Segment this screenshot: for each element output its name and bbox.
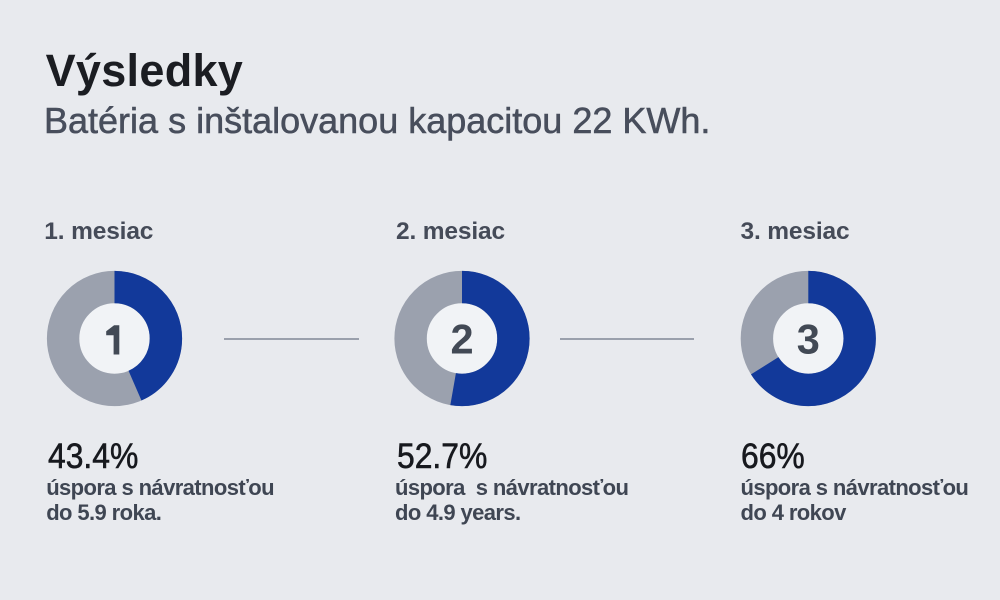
svg-text:2: 2 [450,315,473,362]
svg-text:3: 3 [797,315,820,362]
